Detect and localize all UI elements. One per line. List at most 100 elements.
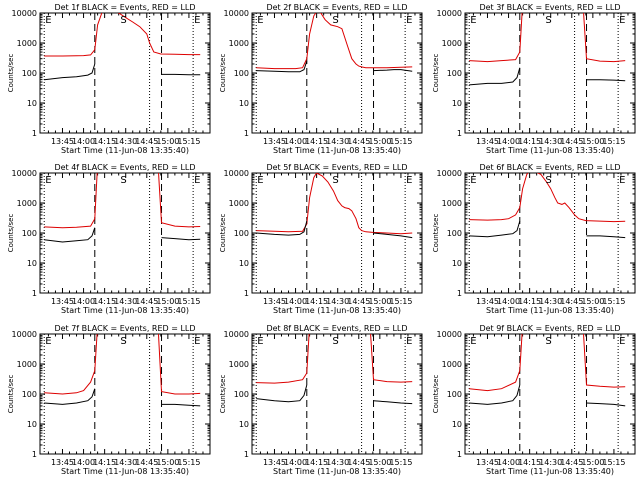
x-tick-label: 14:15 xyxy=(305,137,328,146)
x-tick-label: 13:45 xyxy=(51,137,74,146)
plot-frame xyxy=(251,333,423,455)
y-tick-label: 10 xyxy=(239,259,249,268)
y-tick-label: 10 xyxy=(239,420,249,429)
y-axis-label: Counts/sec xyxy=(432,375,440,414)
y-tick-label: 10 xyxy=(239,99,249,108)
x-tick-label: 14:45 xyxy=(135,137,158,146)
y-tick-label: 1000 xyxy=(17,39,37,48)
x-tick-label: 15:00 xyxy=(368,137,391,146)
y-tick-label: 1 xyxy=(457,289,462,298)
plot-frame xyxy=(464,12,636,134)
x-tick-label: 14:45 xyxy=(560,297,583,306)
events-rate-line xyxy=(469,384,521,405)
interval-marker-label: E xyxy=(619,15,625,26)
lld-rate-line xyxy=(256,334,310,384)
lld-rate-line xyxy=(370,334,413,383)
y-tick-label: 1000 xyxy=(442,39,462,48)
detector-panel: 1 10 100 1000 10000 13:4514:0014:1514:3014:45… xyxy=(7,163,211,315)
x-tick-label: 14:00 xyxy=(497,297,520,306)
x-tick-label: 15:00 xyxy=(368,458,391,467)
interval-marker-label: E xyxy=(470,336,476,347)
x-axis-label: Start Time (11-Jun-08 13:35:40) xyxy=(486,467,614,476)
lld-rate-line xyxy=(44,334,98,395)
x-tick-label: 15:15 xyxy=(389,137,412,146)
x-tick-label: 15:00 xyxy=(581,297,604,306)
y-axis-label: Counts/sec xyxy=(432,214,440,253)
x-tick-label: 15:15 xyxy=(602,297,625,306)
x-tick-label: 14:00 xyxy=(284,297,307,306)
plot-frame xyxy=(464,172,636,294)
x-tick-label: 15:00 xyxy=(581,137,604,146)
panel-title: Det 5f BLACK = Events, RED = LLD xyxy=(266,163,407,172)
x-tick-label: 14:30 xyxy=(539,458,562,467)
y-tick-label: 100 xyxy=(22,69,37,78)
x-tick-label: 14:45 xyxy=(347,297,370,306)
x-tick-label: 15:15 xyxy=(177,137,200,146)
events-rate-line xyxy=(161,403,201,407)
lld-rate-line xyxy=(469,334,523,392)
interval-marker-label: E xyxy=(45,336,51,347)
x-tick-label: 13:45 xyxy=(263,458,286,467)
y-tick-label: 10000 xyxy=(12,169,37,178)
events-rate-line xyxy=(44,227,96,243)
lld-rate-line xyxy=(158,173,201,228)
y-tick-label: 1000 xyxy=(17,360,37,369)
y-axis-label: Counts/sec xyxy=(219,54,227,93)
interval-marker-label: S xyxy=(120,175,126,186)
y-tick-label: 100 xyxy=(22,229,37,238)
x-axis-label: Start Time (11-Jun-08 13:35:40) xyxy=(486,306,614,315)
y-tick-label: 1000 xyxy=(229,360,249,369)
interval-marker-label: S xyxy=(332,175,338,186)
interval-marker-label: E xyxy=(619,336,625,347)
x-tick-label: 14:15 xyxy=(305,458,328,467)
x-axis-label: Start Time (11-Jun-08 13:35:40) xyxy=(486,146,614,155)
plot-frame xyxy=(39,12,211,134)
y-axis-label: Counts/sec xyxy=(219,214,227,253)
x-tick-label: 13:45 xyxy=(51,458,74,467)
x-tick-label: 13:45 xyxy=(476,137,499,146)
y-tick-label: 1000 xyxy=(229,39,249,48)
interval-marker-label: E xyxy=(194,336,200,347)
y-tick-label: 10000 xyxy=(437,330,462,339)
x-tick-label: 14:15 xyxy=(518,458,541,467)
y-tick-label: 10 xyxy=(452,259,462,268)
x-tick-label: 14:30 xyxy=(326,458,349,467)
lld-rate-line xyxy=(583,13,626,63)
y-tick-label: 100 xyxy=(234,229,249,238)
y-tick-label: 1000 xyxy=(17,199,37,208)
interval-marker-label: E xyxy=(257,15,263,26)
panel-title: Det 9f BLACK = Events, RED = LLD xyxy=(479,324,620,333)
y-tick-label: 10000 xyxy=(224,330,249,339)
detector-panel: 1 10 100 1000 10000 13:4514:0014:1514:3014:45… xyxy=(219,3,423,155)
x-tick-label: 15:15 xyxy=(177,458,200,467)
x-tick-label: 15:00 xyxy=(581,458,604,467)
x-tick-label: 14:15 xyxy=(93,297,116,306)
panel-title: Det 7f BLACK = Events, RED = LLD xyxy=(54,324,195,333)
y-tick-label: 10 xyxy=(452,420,462,429)
y-tick-label: 10000 xyxy=(12,9,37,18)
x-tick-label: 15:15 xyxy=(389,297,412,306)
panel-title: Det 2f BLACK = Events, RED = LLD xyxy=(266,3,407,12)
x-tick-label: 14:45 xyxy=(560,458,583,467)
y-tick-label: 1000 xyxy=(229,199,249,208)
y-tick-label: 10 xyxy=(452,99,462,108)
detector-panel: 1 10 100 1000 10000 13:4514:0014:1514:3014:45… xyxy=(432,324,636,476)
interval-marker-label: S xyxy=(332,15,338,26)
y-tick-label: 10000 xyxy=(224,9,249,18)
interval-marker-label: E xyxy=(470,175,476,186)
interval-marker-label: E xyxy=(257,175,263,186)
x-tick-label: 14:00 xyxy=(72,297,95,306)
detector-panel: 1 10 100 1000 10000 13:4514:0014:1514:3014:45… xyxy=(7,324,211,476)
interval-marker-label: E xyxy=(194,15,200,26)
events-rate-line xyxy=(469,220,521,238)
interval-marker-label: E xyxy=(194,175,200,186)
interval-marker-label: S xyxy=(545,175,551,186)
x-tick-label: 14:15 xyxy=(518,297,541,306)
events-rate-line xyxy=(586,235,626,239)
y-tick-label: 100 xyxy=(447,390,462,399)
y-axis-label: Counts/sec xyxy=(7,54,15,93)
x-tick-label: 14:00 xyxy=(72,458,95,467)
x-tick-label: 14:30 xyxy=(539,297,562,306)
interval-marker-label: E xyxy=(406,336,412,347)
detector-panel: 1 10 100 1000 10000 13:4514:0014:1514:3014:45… xyxy=(432,3,636,155)
